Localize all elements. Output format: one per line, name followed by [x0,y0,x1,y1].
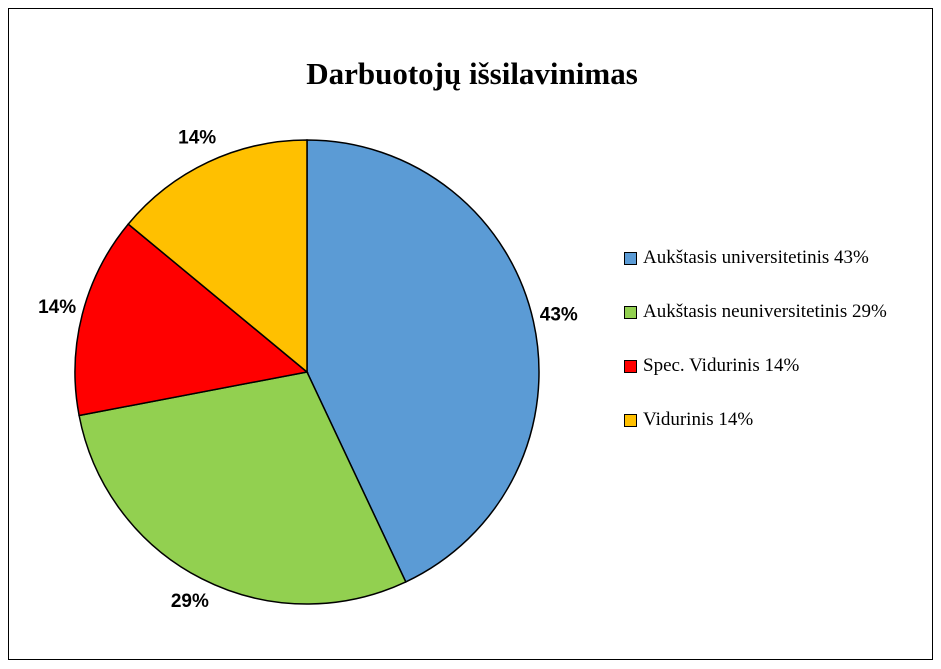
legend-item: Aukštasis universitetinis 43% [624,244,914,284]
data-label: 14% [38,297,76,318]
legend: Aukštasis universitetinis 43% Aukštasis n… [624,244,914,460]
data-label: 43% [540,305,578,326]
legend-label: Vidurinis 14% [643,409,754,430]
data-label: 14% [178,128,216,149]
chart-title: Darbuotojų išsilavinimas [306,56,638,91]
chart-border [8,8,933,660]
legend-item: Aukštasis neuniversitetinis 29% [624,298,914,338]
legend-swatch [624,306,637,319]
legend-label: Aukštasis neuniversitetinis 29% [643,301,887,322]
legend-label: Aukštasis universitetinis 43% [643,247,869,268]
pie-slice [306,139,540,583]
legend-swatch [624,414,637,427]
legend-item: Spec. Vidurinis 14% [624,352,914,392]
data-label: 29% [171,591,209,612]
pie-slice [74,223,309,417]
legend-label: Spec. Vidurinis 14% [643,355,800,376]
pie-slice [127,139,308,374]
legend-item: Vidurinis 14% [624,406,914,446]
pie-slice [78,371,407,605]
legend-swatch [624,360,637,373]
legend-swatch [624,252,637,265]
